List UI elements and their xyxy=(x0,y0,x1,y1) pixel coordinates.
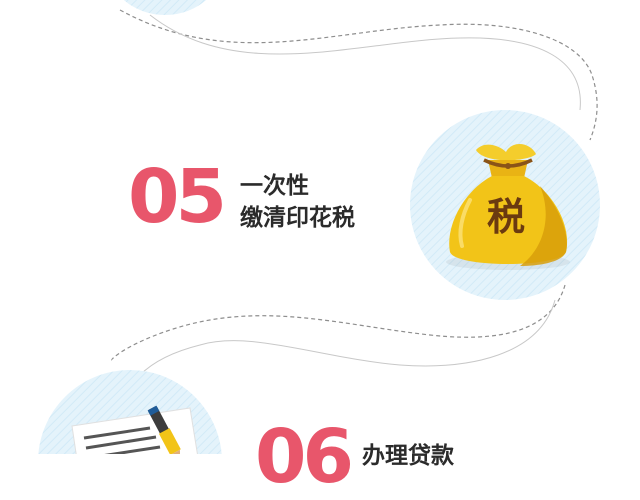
step-06-title: 办理贷款 xyxy=(362,440,454,472)
step-05-title: 一次性 缴清印花税 xyxy=(240,170,355,234)
connector-line-middle xyxy=(111,284,566,376)
previous-step-circle xyxy=(123,0,207,15)
tax-glyph: 税 xyxy=(487,195,525,239)
step-05-title-line1: 一次性 xyxy=(240,173,309,199)
step-06-title-line1: 办理贷款 xyxy=(362,443,454,469)
tax-bag-icon: 税 xyxy=(446,143,570,270)
step-05-title-line2: 缴清印花税 xyxy=(240,205,355,231)
connector-line-top xyxy=(119,9,598,141)
process-steps-infographic: 税 05 一次性 缴清印花税 xyxy=(38,0,600,494)
step-06-number: 06 xyxy=(255,414,354,500)
background-decoration: 税 xyxy=(38,0,600,454)
step-05-number: 05 xyxy=(128,154,227,240)
document-pen-icon xyxy=(71,405,198,454)
